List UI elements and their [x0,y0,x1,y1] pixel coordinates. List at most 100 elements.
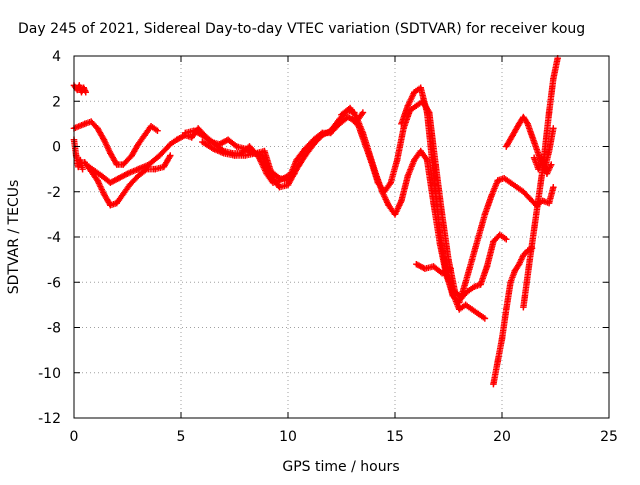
data-point [515,260,523,268]
tick-labels: 0 5 10 15 20 25 -12 -10 -8 -6 -4 -2 0 2 4 [38,49,618,445]
data-point [173,136,180,143]
data-point [524,120,531,128]
data-series-arc-h [199,109,367,184]
data-point [107,150,114,157]
x-tick-label: 5 [177,429,186,445]
data-point [530,138,538,146]
data-point [543,170,551,177]
data-point [120,190,127,198]
data-point [449,292,456,300]
data-point [107,202,114,209]
data-point [207,138,215,146]
data-point [261,147,268,155]
data-point [124,170,131,177]
data-point [494,358,501,365]
data-point [327,129,334,137]
tick-marks [73,55,610,419]
data-point [477,281,484,288]
data-point [481,211,489,218]
data-point [404,172,412,180]
data-point [301,152,309,159]
data-point [135,172,142,180]
data-point [82,89,89,96]
data-series-arc-c [70,136,86,173]
data-point [462,301,469,309]
data-point [100,190,108,198]
y-axis-label: SDTVAR / TECUs [6,180,22,295]
data-point [199,138,206,146]
data-points [70,55,561,388]
data-point [75,163,82,171]
data-point [81,159,88,166]
data-point [167,141,174,148]
data-point [233,143,240,150]
data-point [80,84,87,91]
data-point [135,141,142,148]
data-point [411,156,418,164]
data-point [503,236,510,243]
data-point [530,154,538,162]
data-series-arc-b [70,118,161,168]
data-point [293,156,300,164]
data-point [539,156,546,164]
data-point [76,82,83,89]
data-point [520,251,527,259]
data-point [120,161,127,168]
data-point [500,174,508,182]
data-point [417,147,424,155]
y-tick-label: -10 [38,366,61,382]
data-point [182,129,189,137]
data-point [267,168,275,175]
data-point [411,89,418,96]
data-point [242,152,249,159]
data-point [550,75,557,82]
data-point [533,211,540,218]
data-point [456,306,463,313]
data-point [423,109,431,116]
data-point [503,143,510,150]
data-point [470,283,478,290]
data-point [152,165,159,173]
data-point [515,120,523,128]
data-point [462,279,469,286]
x-tick-label: 0 [70,429,79,445]
data-point [475,233,482,241]
data-point [393,156,401,164]
data-point [199,131,206,139]
data-point [284,177,292,184]
data-point [456,299,463,306]
data-point [520,113,527,121]
data-point [391,211,399,218]
x-tick-label: 10 [279,429,297,445]
data-point [447,265,454,272]
data-point [381,188,388,195]
data-point [494,177,501,184]
y-tick-label: -12 [38,411,61,427]
data-series-arc-l [413,260,454,277]
y-tick-label: -6 [47,275,61,291]
data-series-arc-m [490,245,536,388]
data-point [400,125,407,132]
data-point [107,179,114,186]
data-series-arc-k [398,84,557,306]
data-point [490,380,497,388]
data-point [520,188,527,195]
data-point [154,127,161,134]
data-point [209,145,217,152]
data-point [216,141,223,148]
data-marker-path [398,84,557,306]
data-point [167,152,174,159]
data-point [404,102,412,109]
y-tick-label: 2 [52,94,61,110]
data-point [509,131,516,139]
data-point [336,120,343,128]
data-point [94,177,101,184]
data-point [507,179,514,186]
data-point [503,306,510,313]
grid-lines [74,56,609,418]
data-point [550,184,557,191]
y-tick-label: -8 [47,321,61,337]
data-point [398,197,405,204]
